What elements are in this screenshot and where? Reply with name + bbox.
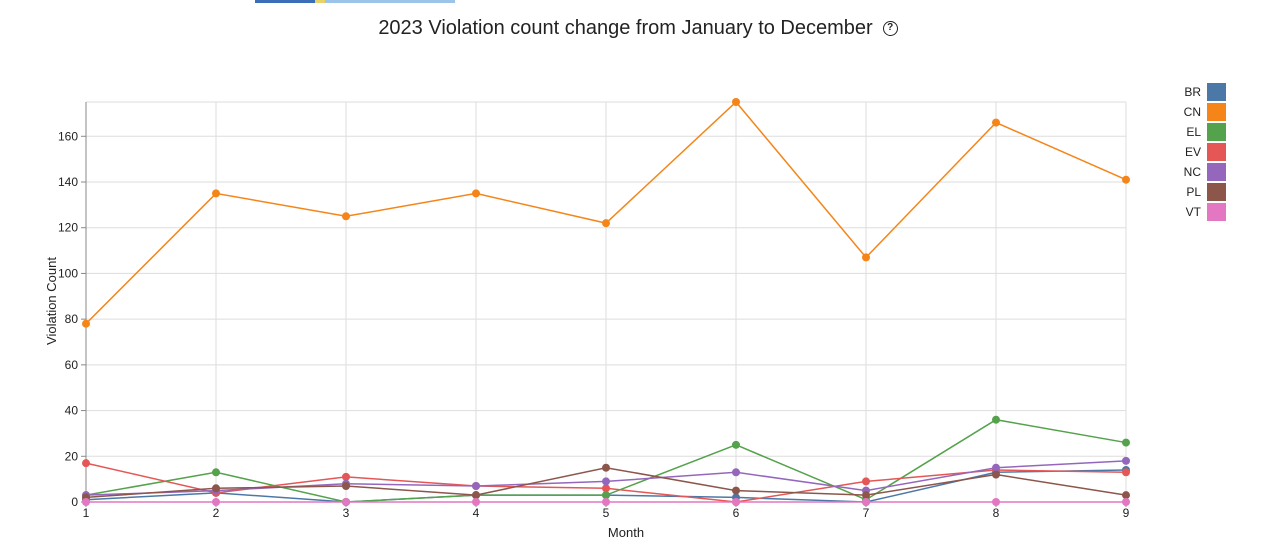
y-tick-label: 40 xyxy=(65,404,79,418)
y-tick-label: 160 xyxy=(58,129,78,143)
legend-item-br[interactable]: BR xyxy=(1184,83,1226,101)
y-tick-label: 120 xyxy=(58,221,78,235)
legend-label: EL xyxy=(1186,125,1201,139)
data-point-cn[interactable] xyxy=(472,189,480,198)
y-tick-label: 100 xyxy=(58,266,78,280)
x-tick-label: 5 xyxy=(603,506,610,520)
legend-label: EV xyxy=(1185,145,1201,159)
x-tick-label: 7 xyxy=(863,506,870,520)
data-point-el[interactable] xyxy=(212,468,220,477)
data-point-vt[interactable] xyxy=(862,498,870,506)
legend-label: VT xyxy=(1186,205,1202,219)
data-point-el[interactable] xyxy=(1122,438,1130,447)
top-image-strip xyxy=(255,0,455,3)
data-point-pl[interactable] xyxy=(732,486,740,495)
legend-label: PL xyxy=(1186,185,1201,199)
data-point-pl[interactable] xyxy=(212,484,220,493)
legend-label: CN xyxy=(1184,105,1201,119)
legend[interactable]: BR CN EL EV NC PL VT xyxy=(1184,83,1226,221)
x-tick-label: 2 xyxy=(213,506,220,520)
data-point-vt[interactable] xyxy=(1122,498,1130,506)
data-point-vt[interactable] xyxy=(472,498,480,506)
grid-lines xyxy=(85,101,1127,503)
data-point-vt[interactable] xyxy=(602,498,610,506)
data-point-cn[interactable] xyxy=(732,98,740,106)
x-tick-label: 4 xyxy=(473,506,480,520)
legend-label: NC xyxy=(1184,165,1202,179)
data-point-cn[interactable] xyxy=(82,319,90,328)
data-point-nc[interactable] xyxy=(472,482,480,490)
y-tick-label: 0 xyxy=(71,495,78,509)
data-point-vt[interactable] xyxy=(82,498,90,506)
data-point-cn[interactable] xyxy=(992,118,1000,127)
axes: 1 2 3 4 5 6 7 8 9 0 20 40 60 80 100 120 140 160 xyxy=(58,102,1130,520)
data-point-ev[interactable] xyxy=(862,477,870,486)
chart-title: 2023 Violation count change from January… xyxy=(378,16,873,39)
data-point-el[interactable] xyxy=(732,440,740,449)
legend-swatch xyxy=(1207,183,1226,201)
data-point-pl[interactable] xyxy=(992,470,1000,479)
series-group xyxy=(82,98,1130,506)
y-axis-label: Violation Count xyxy=(44,257,59,345)
legend-swatch xyxy=(1207,83,1226,101)
data-point-cn[interactable] xyxy=(1122,175,1130,184)
x-tick-label: 1 xyxy=(83,506,90,520)
data-point-pl[interactable] xyxy=(472,491,480,500)
chart-header: 2023 Violation count change from January… xyxy=(0,14,1276,42)
legend-swatch xyxy=(1207,103,1226,121)
data-point-vt[interactable] xyxy=(342,498,350,506)
data-point-cn[interactable] xyxy=(342,212,350,221)
legend-swatch xyxy=(1207,203,1226,221)
data-point-nc[interactable] xyxy=(732,468,740,477)
legend-item-ev[interactable]: EV xyxy=(1185,143,1226,161)
x-tick-label: 9 xyxy=(1123,506,1130,520)
data-point-cn[interactable] xyxy=(862,253,870,262)
y-tick-label: 140 xyxy=(58,175,78,189)
data-point-pl[interactable] xyxy=(342,482,350,490)
data-point-vt[interactable] xyxy=(992,498,1000,506)
x-tick-label: 3 xyxy=(343,506,350,520)
legend-item-pl[interactable]: PL xyxy=(1186,183,1226,201)
x-axis-label: Month xyxy=(608,525,644,540)
data-point-ev[interactable] xyxy=(1122,468,1130,477)
x-tick-label: 8 xyxy=(993,506,1000,520)
data-point-cn[interactable] xyxy=(212,189,220,198)
help-circle-icon[interactable]: ? xyxy=(882,20,898,36)
legend-item-nc[interactable]: NC xyxy=(1184,163,1226,181)
data-point-ev[interactable] xyxy=(602,484,610,493)
legend-label: BR xyxy=(1184,85,1201,99)
legend-item-vt[interactable]: VT xyxy=(1186,203,1226,221)
data-point-el[interactable] xyxy=(992,415,1000,424)
y-tick-label: 60 xyxy=(65,358,79,372)
data-point-vt[interactable] xyxy=(212,498,220,506)
data-point-nc[interactable] xyxy=(992,463,1000,472)
data-point-ev[interactable] xyxy=(342,472,350,481)
legend-item-el[interactable]: EL xyxy=(1186,123,1226,141)
data-point-el[interactable] xyxy=(602,491,610,500)
x-tick-label: 6 xyxy=(733,506,740,520)
data-point-vt[interactable] xyxy=(732,498,740,506)
data-point-ev[interactable] xyxy=(82,459,90,468)
data-point-cn[interactable] xyxy=(602,219,610,228)
y-tick-label: 20 xyxy=(65,449,79,463)
legend-swatch xyxy=(1207,143,1226,161)
y-tick-label: 80 xyxy=(65,312,79,326)
data-point-pl[interactable] xyxy=(602,463,610,472)
legend-swatch xyxy=(1207,163,1226,181)
legend-swatch xyxy=(1207,123,1226,141)
legend-item-cn[interactable]: CN xyxy=(1184,103,1226,121)
data-point-nc[interactable] xyxy=(1122,456,1130,465)
data-point-nc[interactable] xyxy=(602,477,610,486)
data-point-pl[interactable] xyxy=(1122,491,1130,500)
data-point-pl[interactable] xyxy=(862,491,870,500)
